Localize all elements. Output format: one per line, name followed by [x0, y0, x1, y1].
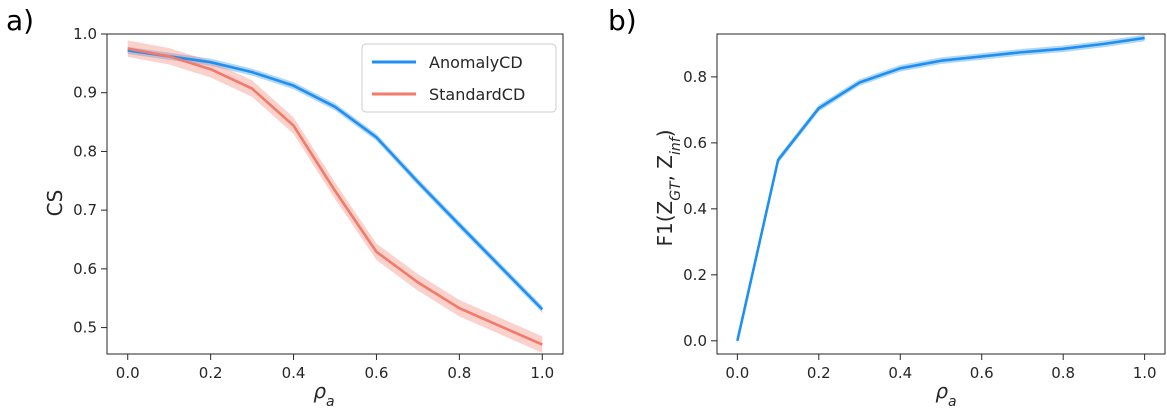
chart-b-x-label-sub: a	[948, 394, 957, 408]
chart-a-x-label-sub: a	[326, 394, 335, 408]
y-tick-label: 0.4	[683, 200, 707, 218]
chart-b-x-label-main: ρ	[935, 379, 948, 403]
x-tick-label: 0.6	[365, 364, 389, 382]
chart-b-y-label-sub1: GT	[668, 180, 684, 201]
chart-a-lines	[127, 47, 544, 346]
y-tick-label: 0.8	[73, 142, 97, 160]
chart-b-x-label: ρa	[935, 379, 956, 408]
chart-b-y-label-main: F1(Z	[653, 201, 677, 247]
chart-b-y-label-sub2: inf	[668, 135, 684, 155]
x-tick-label: 0.8	[447, 364, 471, 382]
chart-b-lines	[736, 36, 1145, 342]
y-tick-label: 0.6	[73, 260, 97, 278]
chart-a-x-label: ρa	[313, 379, 334, 408]
series-0-band	[737, 34, 1145, 345]
y-tick-label: 0.6	[683, 134, 707, 152]
chart-a-x-label-main: ρ	[313, 379, 326, 403]
y-tick-label: 0.9	[73, 84, 97, 102]
chart-b-y-label-end: )	[653, 129, 677, 137]
legend-label-anomalycd: AnomalyCD	[429, 53, 523, 72]
x-tick-label: 0.6	[970, 364, 994, 382]
series-1-band	[127, 40, 543, 353]
chart-b-x-ticks: 0.0 0.2 0.4 0.6 0.8 1.0	[725, 354, 1157, 382]
chart-a-frame	[106, 33, 564, 355]
x-tick-label: 1.0	[530, 364, 554, 382]
chart-b: 0.0 0.2 0.4 0.6 0.8 1.0 0.0 0.2 0.4 0.6 0.8 ρa F1…	[653, 33, 1166, 408]
x-tick-label: 0.2	[807, 364, 831, 382]
y-tick-label: 0.0	[683, 332, 707, 350]
x-tick-label: 1.0	[1133, 364, 1157, 382]
legend-label-standardcd: StandardCD	[429, 85, 525, 104]
chart-b-frame	[716, 33, 1166, 355]
y-tick-label: 0.8	[683, 68, 707, 86]
x-tick-label: 0.2	[199, 364, 223, 382]
x-tick-label: 0.4	[282, 364, 306, 382]
chart-a: 0.0 0.2 0.4 0.6 0.8 1.0 0.5 0.6 0.7 0.8 0.9 1.0 An…	[43, 25, 564, 408]
panel-a-label: a)	[6, 4, 34, 37]
y-tick-label: 0.7	[73, 201, 97, 219]
y-tick-label: 1.0	[73, 25, 97, 43]
series-0-line	[736, 36, 1145, 342]
x-tick-label: 0.8	[1051, 364, 1075, 382]
chart-a-bands	[127, 40, 543, 353]
legend: AnomalyCD StandardCD	[361, 43, 557, 113]
panel-b-label: b)	[608, 4, 637, 37]
chart-a-y-ticks: 0.5 0.6 0.7 0.8 0.9 1.0	[73, 25, 107, 337]
x-tick-label: 0.0	[725, 364, 749, 382]
chart-b-y-label: F1(ZGT, Zinf)	[653, 129, 684, 246]
chart-b-bands	[737, 34, 1145, 345]
y-tick-label: 0.5	[73, 319, 97, 337]
chart-a-y-label: CS	[43, 190, 67, 217]
chart-b-y-label-mid: , Z	[653, 155, 677, 181]
x-tick-label: 0.0	[116, 364, 140, 382]
y-tick-label: 0.2	[683, 266, 707, 284]
chart-a-x-ticks: 0.0 0.2 0.4 0.6 0.8 1.0	[116, 354, 554, 382]
x-tick-label: 0.4	[888, 364, 912, 382]
chart-b-y-ticks: 0.0 0.2 0.4 0.6 0.8	[683, 68, 717, 350]
